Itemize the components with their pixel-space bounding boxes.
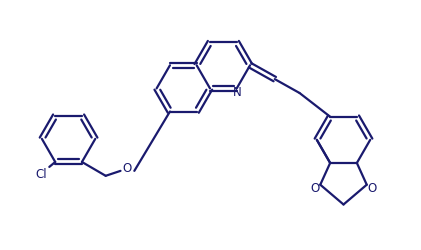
Text: N: N [233,86,242,98]
Text: Cl: Cl [36,168,47,180]
Text: O: O [367,182,376,194]
Text: O: O [123,162,132,175]
Text: O: O [311,182,320,194]
